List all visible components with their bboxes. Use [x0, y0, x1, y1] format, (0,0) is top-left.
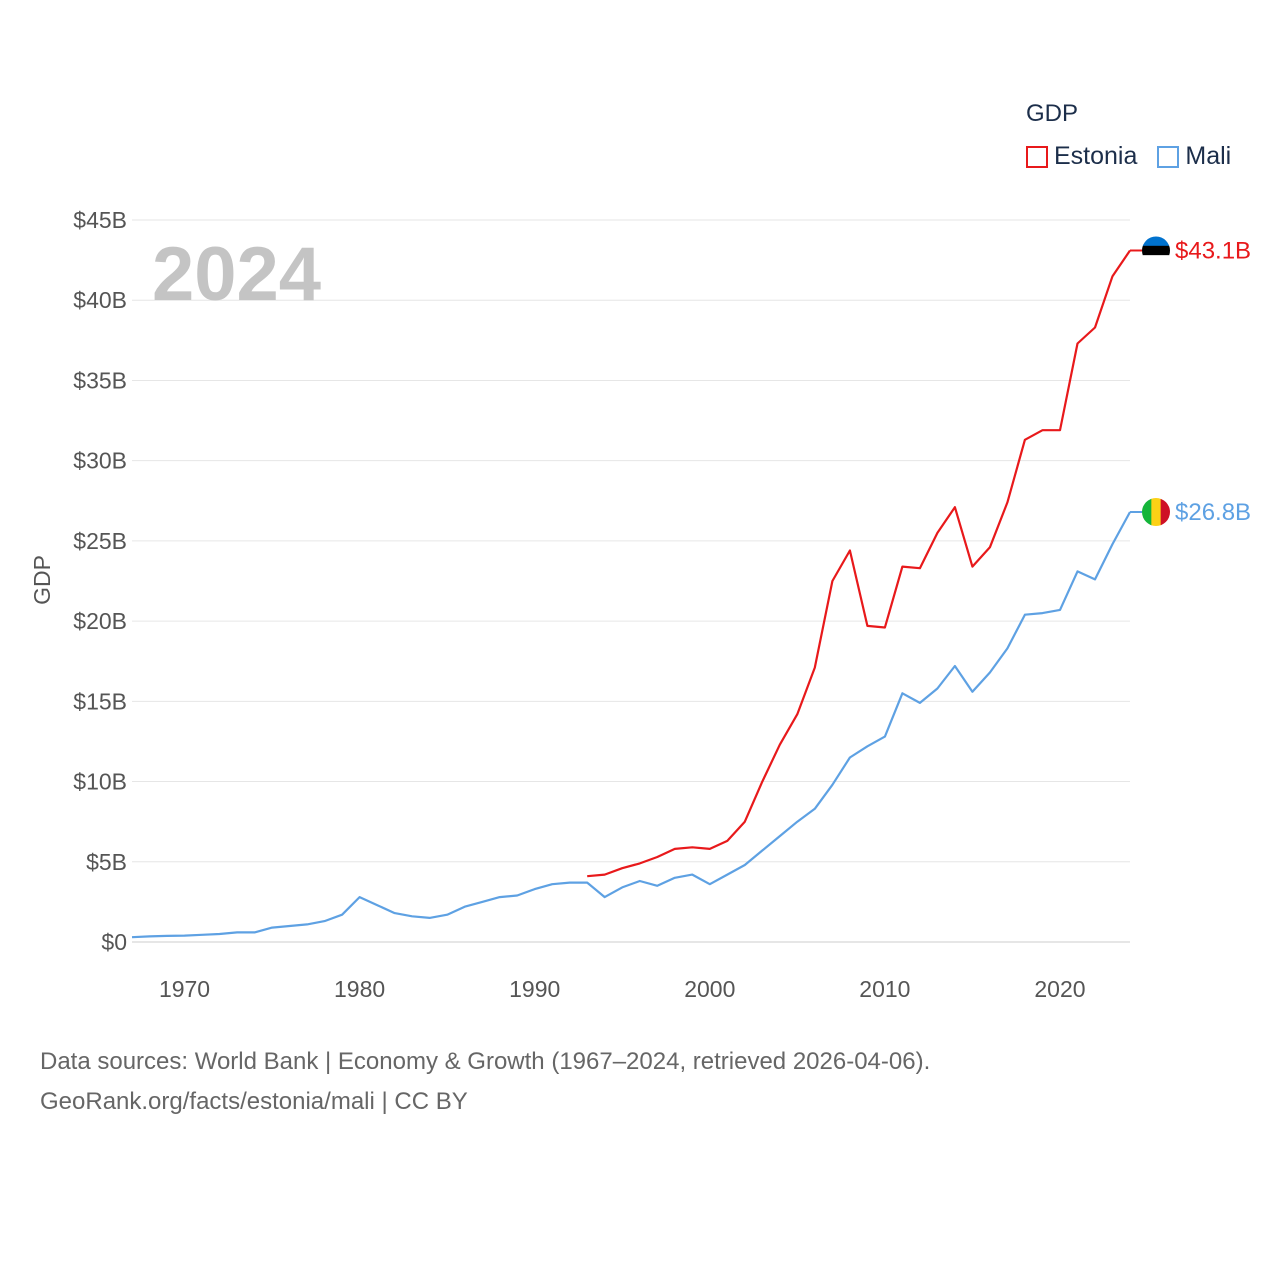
footer-attribution: GeoRank.org/facts/estonia/mali | CC BY [40, 1088, 468, 1115]
y-tick-label: $40B [73, 287, 127, 313]
legend-swatch-mali [1157, 145, 1180, 168]
legend-item-mali[interactable]: Mali [1157, 142, 1231, 171]
x-tick-label: 1990 [509, 976, 560, 1002]
legend-item-estonia[interactable]: Estonia [1026, 142, 1137, 171]
legend: Estonia Mali [1026, 142, 1251, 171]
legend-title: GDP [1026, 100, 1079, 127]
x-tick-label: 1970 [159, 976, 210, 1002]
y-tick-label: $30B [73, 448, 127, 474]
y-tick-label: $35B [73, 367, 127, 393]
legend-swatch-estonia [1026, 145, 1048, 168]
series-line-estonia [587, 249, 1131, 878]
footer: Data sources: World Bank | Economy & Gro… [40, 1042, 930, 1122]
y-tick-label: $15B [73, 688, 127, 714]
legend-label-estonia: Estonia [1054, 142, 1138, 170]
series-line-mali [131, 511, 1131, 939]
end-value-label-estonia: $43.1B [1175, 237, 1251, 264]
y-tick-label: $20B [73, 608, 127, 634]
year-label: 2024 [152, 232, 321, 317]
y-tick-label: $25B [73, 528, 127, 554]
y-tick-label: $5B [86, 849, 127, 875]
x-tick-label: 2010 [859, 976, 910, 1002]
x-tick-label: 2000 [684, 976, 735, 1002]
flag-mali-icon [1142, 498, 1170, 527]
x-tick-label: 2020 [1034, 976, 1085, 1002]
y-axis-label: GDP [29, 555, 55, 605]
end-value-label-mali: $26.8B [1175, 499, 1251, 526]
end-markers: $43.1B $26.8B [1130, 236, 1251, 527]
footer-sources: Data sources: World Bank | Economy & Gro… [40, 1048, 931, 1075]
y-tick-label: $10B [73, 769, 127, 795]
y-axis-ticks: $0 $5B $10B $15B $20B $25B $30B $35B $40B $45B [73, 207, 127, 955]
x-axis-ticks: 1970 1980 1990 2000 2010 2020 [159, 976, 1086, 1002]
legend-label-mali: Mali [1185, 142, 1232, 170]
y-tick-label: $45B [73, 207, 127, 233]
gridlines [132, 219, 1130, 943]
y-tick-label: $0 [101, 929, 127, 955]
flag-estonia-icon [1142, 236, 1170, 265]
x-tick-label: 1980 [334, 976, 385, 1002]
series-lines [131, 249, 1131, 939]
